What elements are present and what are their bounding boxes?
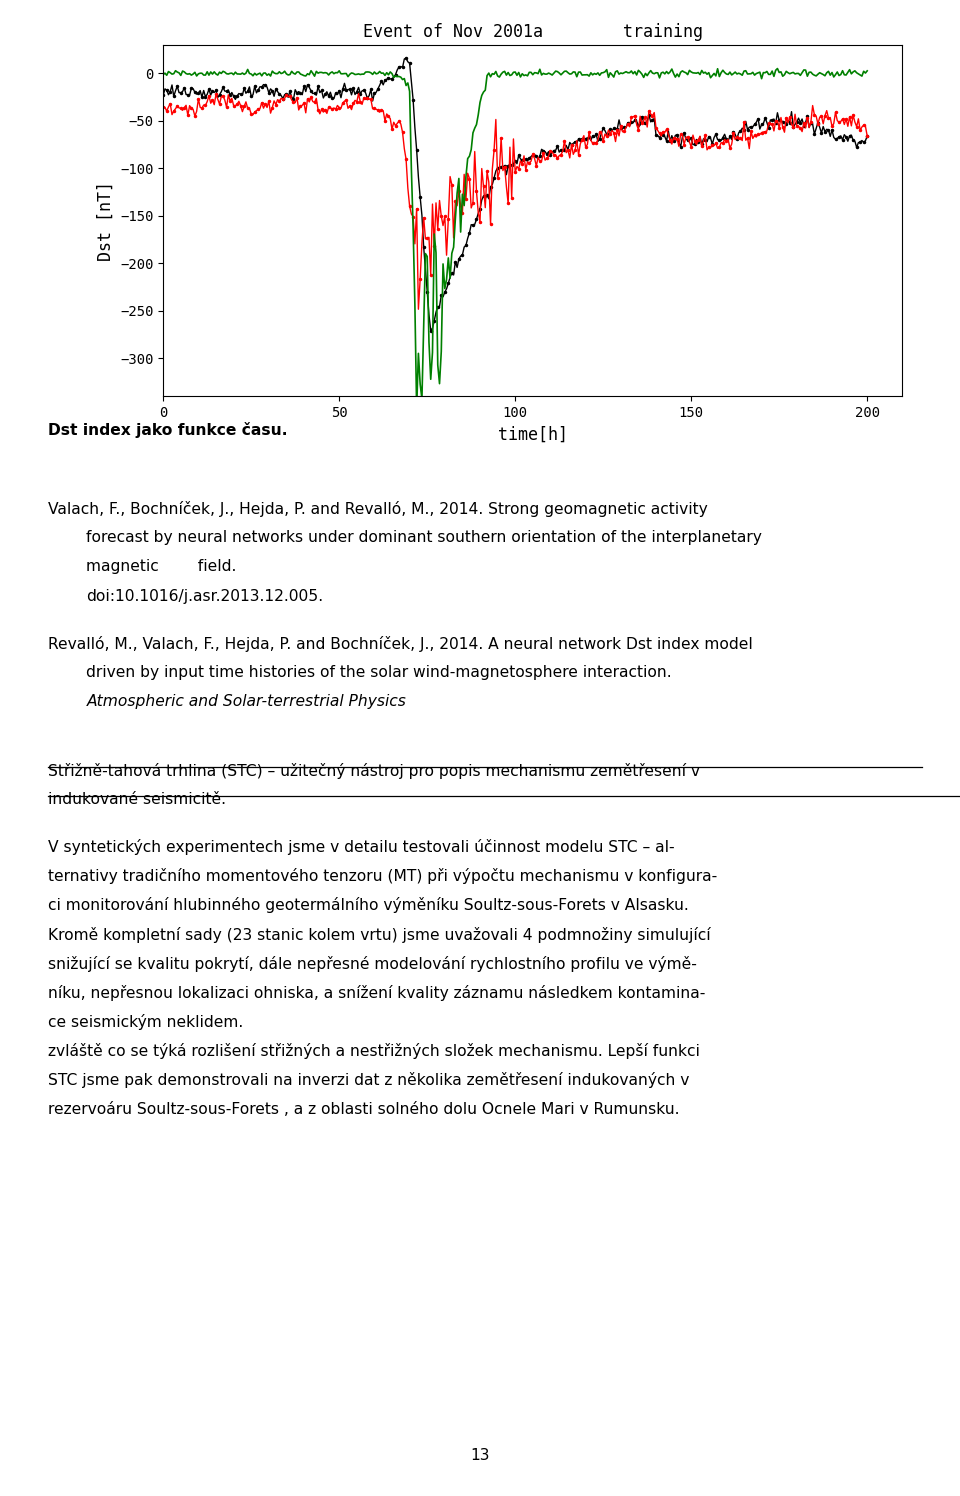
Text: V syntetických experimentech jsme v detailu testovali účinnost modelu STC – al-: V syntetických experimentech jsme v deta… — [48, 839, 675, 856]
Text: Dst index jako funkce času.: Dst index jako funkce času. — [48, 422, 288, 438]
Text: Střižně-tahová trhlina (STC) – užitečný nástroj pro popis mechanismu zemětřesení: Střižně-tahová trhlina (STC) – užitečný … — [48, 763, 700, 779]
Text: Atmospheric and Solar-terrestrial Physics: Atmospheric and Solar-terrestrial Physic… — [86, 694, 411, 709]
Title: Event of Nov 2001a        training: Event of Nov 2001a training — [363, 22, 703, 40]
Text: rezervoáru Soultz-sous-Forets , a z oblasti solného dolu Ocnele Mari v Rumunsku.: rezervoáru Soultz-sous-Forets , a z obla… — [48, 1101, 680, 1116]
Text: indukované seismicitě.: indukované seismicitě. — [48, 791, 226, 806]
Y-axis label: Dst [nT]: Dst [nT] — [96, 181, 114, 260]
Text: forecast by neural networks under dominant southern orientation of the interplan: forecast by neural networks under domina… — [86, 530, 762, 545]
Text: snižující se kvalitu pokrytí, dále nepřesné modelování rychlostního profilu ve v: snižující se kvalitu pokrytí, dále nepře… — [48, 956, 697, 972]
X-axis label: time[h]: time[h] — [498, 426, 567, 444]
Text: Valach, F., Bochníček, J., Hejda, P. and Revalló, M., 2014. Strong geomagnetic a: Valach, F., Bochníček, J., Hejda, P. and… — [48, 501, 708, 518]
Text: 13: 13 — [470, 1448, 490, 1463]
Text: STC jsme pak demonstrovali na inverzi dat z několika zemětřesení indukovaných v: STC jsme pak demonstrovali na inverzi da… — [48, 1073, 689, 1089]
Text: ce seismickým neklidem.: ce seismickým neklidem. — [48, 1014, 248, 1031]
Text: níku, nepřesnou lokalizaci ohniska, a snížení kvality záznamu následkem kontamin: níku, nepřesnou lokalizaci ohniska, a sn… — [48, 984, 706, 1001]
Text: zvláště co se týká rozlišení střižných a nestřižných složek mechanismu. Lepší fu: zvláště co se týká rozlišení střižných a… — [48, 1043, 700, 1059]
Text: doi:10.1016/j.asr.2013.12.005.: doi:10.1016/j.asr.2013.12.005. — [86, 588, 324, 603]
Text: Revalló, M., Valach, F., Hejda, P. and Bochníček, J., 2014. A neural network Dst: Revalló, M., Valach, F., Hejda, P. and B… — [48, 636, 753, 652]
Text: driven by input time histories of the solar wind-magnetosphere interaction.: driven by input time histories of the so… — [86, 664, 677, 679]
Text: Kromě kompletní sady (23 stanic kolem vrtu) jsme uvažovali 4 podmnožiny simulují: Kromě kompletní sady (23 stanic kolem vr… — [48, 926, 710, 942]
Text: ci monitorování hlubinného geotermálního výměníku Soultz-sous-Forets v Alsasku.: ci monitorování hlubinného geotermálního… — [48, 898, 688, 914]
Text: ternativy tradičního momentového tenzoru (MT) při výpočtu mechanismu v konfigura: ternativy tradičního momentového tenzoru… — [48, 868, 717, 884]
Text: magnetic        field.: magnetic field. — [86, 560, 242, 574]
